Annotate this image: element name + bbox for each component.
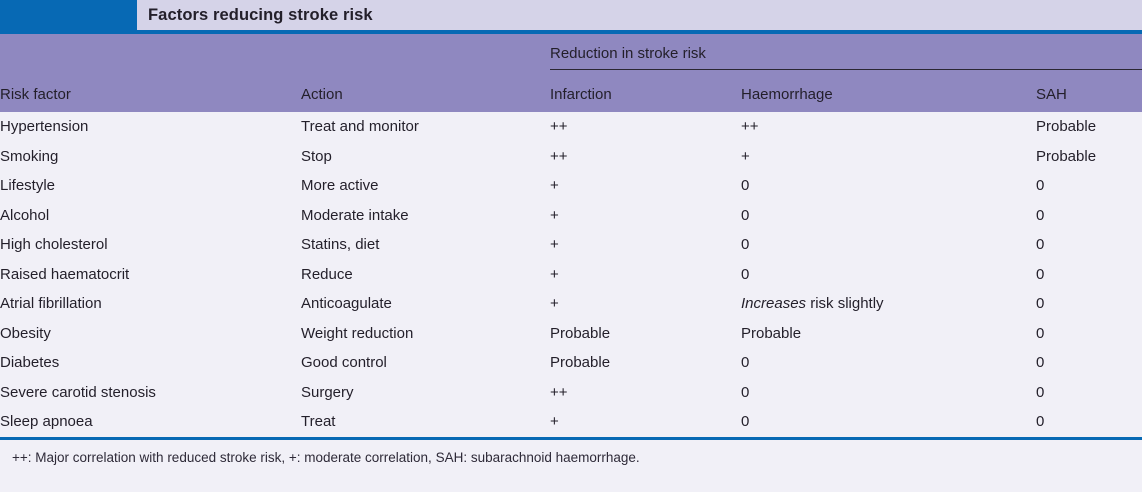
title-accent-block — [0, 0, 137, 30]
table-row-high-cholesterol: High cholesterol Statins, diet + 0 0 — [0, 230, 1142, 260]
group-header-row: Reduction in stroke risk — [0, 34, 1142, 70]
cell-action: Treat — [301, 413, 336, 431]
title-bar: Factors reducing stroke risk — [137, 0, 1142, 30]
cell-risk-factor: Hypertension — [0, 118, 89, 136]
cell-haemorrhage: 0 — [741, 265, 750, 283]
cell-infarction: ++ — [550, 118, 568, 136]
cell-action: Moderate intake — [301, 206, 409, 224]
column-header-haemorrhage: Haemorrhage — [741, 86, 833, 104]
column-header-row: Risk factor Action Infarction Haemorrhag… — [0, 69, 1142, 112]
cell-infarction: + — [550, 177, 559, 195]
cell-risk-factor: Smoking — [0, 147, 59, 165]
group-header-reduction: Reduction in stroke risk — [550, 34, 1142, 70]
cell-infarction: Probable — [550, 324, 611, 342]
cell-sah: 0 — [1036, 295, 1045, 313]
table-row-alcohol: Alcohol Moderate intake + 0 0 — [0, 201, 1142, 231]
cell-haemorrhage-rest-part: risk slightly — [806, 295, 884, 313]
table-body: Hypertension Treat and monitor ++ ++ Pro… — [0, 112, 1142, 437]
cell-haemorrhage: Increases risk slightly — [741, 289, 1036, 319]
column-header-infarction: Infarction — [550, 86, 612, 104]
table-row-obesity: Obesity Weight reduction Probable Probab… — [0, 319, 1142, 349]
cell-haemorrhage: 0 — [741, 413, 750, 431]
cell-action: Statins, diet — [301, 236, 380, 254]
cell-action: Stop — [301, 147, 332, 165]
table-row-diabetes: Diabetes Good control Probable 0 0 — [0, 348, 1142, 378]
cell-risk-factor: Severe carotid stenosis — [0, 383, 156, 401]
cell-sah: Probable — [1036, 147, 1097, 165]
cell-infarction: + — [550, 265, 559, 283]
table-row-smoking: Smoking Stop ++ + Probable — [0, 142, 1142, 172]
cell-risk-factor: Raised haematocrit — [0, 265, 130, 283]
figure-title: Factors reducing stroke risk — [148, 5, 373, 24]
table-row-hypertension: Hypertension Treat and monitor ++ ++ Pro… — [0, 112, 1142, 142]
cell-haemorrhage: + — [741, 147, 750, 165]
cell-action: Good control — [301, 354, 387, 372]
table-header: Reduction in stroke risk Risk factor Act… — [0, 34, 1142, 112]
cell-risk-factor: Alcohol — [0, 206, 50, 224]
risk-factor-table: Reduction in stroke risk Risk factor Act… — [0, 34, 1142, 437]
bottom-divider-rule — [0, 436, 1142, 440]
column-header-sah: SAH — [1036, 86, 1067, 104]
cell-haemorrhage: 0 — [741, 354, 750, 372]
cell-action: Treat and monitor — [301, 118, 419, 136]
cell-risk-factor: Sleep apnoea — [0, 413, 93, 431]
title-strip: Factors reducing stroke risk — [0, 0, 1142, 30]
cell-infarction: Probable — [550, 354, 611, 372]
cell-sah: 0 — [1036, 383, 1045, 401]
cell-risk-factor: High cholesterol — [0, 236, 108, 254]
cell-infarction: + — [550, 295, 559, 313]
cell-sah: 0 — [1036, 177, 1045, 195]
cell-sah: 0 — [1036, 413, 1045, 431]
cell-infarction: ++ — [550, 383, 568, 401]
cell-infarction: + — [550, 236, 559, 254]
group-header-spacer — [301, 34, 550, 69]
cell-haemorrhage: Probable — [741, 324, 802, 342]
cell-action: Anticoagulate — [301, 295, 392, 313]
cell-risk-factor: Lifestyle — [0, 177, 56, 195]
cell-haemorrhage: 0 — [741, 236, 750, 254]
cell-action: More active — [301, 177, 379, 195]
table-row-raised-haematocrit: Raised haematocrit Reduce + 0 0 — [0, 260, 1142, 290]
cell-haemorrhage: 0 — [741, 383, 750, 401]
table-row-severe-carotid-stenosis: Severe carotid stenosis Surgery ++ 0 0 — [0, 378, 1142, 408]
cell-haemorrhage: 0 — [741, 177, 750, 195]
cell-haemorrhage-italic-part: Increases — [741, 295, 807, 313]
table-row-atrial-fibrillation: Atrial fibrillation Anticoagulate + Incr… — [0, 289, 1142, 319]
table-footnote: ++: Major correlation with reduced strok… — [12, 449, 640, 465]
cell-infarction: + — [550, 413, 559, 431]
cell-haemorrhage: ++ — [741, 118, 759, 136]
cell-infarction: + — [550, 206, 559, 224]
column-header-action: Action — [301, 86, 343, 103]
cell-risk-factor: Atrial fibrillation — [0, 295, 102, 313]
cell-sah: 0 — [1036, 236, 1045, 254]
cell-action: Surgery — [301, 383, 354, 401]
cell-sah: Probable — [1036, 118, 1097, 136]
cell-risk-factor: Diabetes — [0, 354, 60, 372]
cell-action: Weight reduction — [301, 324, 414, 342]
cell-sah: 0 — [1036, 354, 1045, 372]
cell-action: Reduce — [301, 265, 353, 283]
group-header-spacer — [0, 34, 301, 69]
cell-sah: 0 — [1036, 206, 1045, 224]
cell-infarction: ++ — [550, 147, 568, 165]
column-header-risk-factor: Risk factor — [0, 86, 71, 103]
table-row-sleep-apnoea: Sleep apnoea Treat + 0 0 — [0, 407, 1142, 437]
cell-haemorrhage: 0 — [741, 206, 750, 224]
cell-sah: 0 — [1036, 324, 1045, 342]
cell-risk-factor: Obesity — [0, 324, 51, 342]
cell-sah: 0 — [1036, 265, 1045, 283]
top-divider-rule — [0, 30, 1142, 34]
table-row-lifestyle: Lifestyle More active + 0 0 — [0, 171, 1142, 201]
